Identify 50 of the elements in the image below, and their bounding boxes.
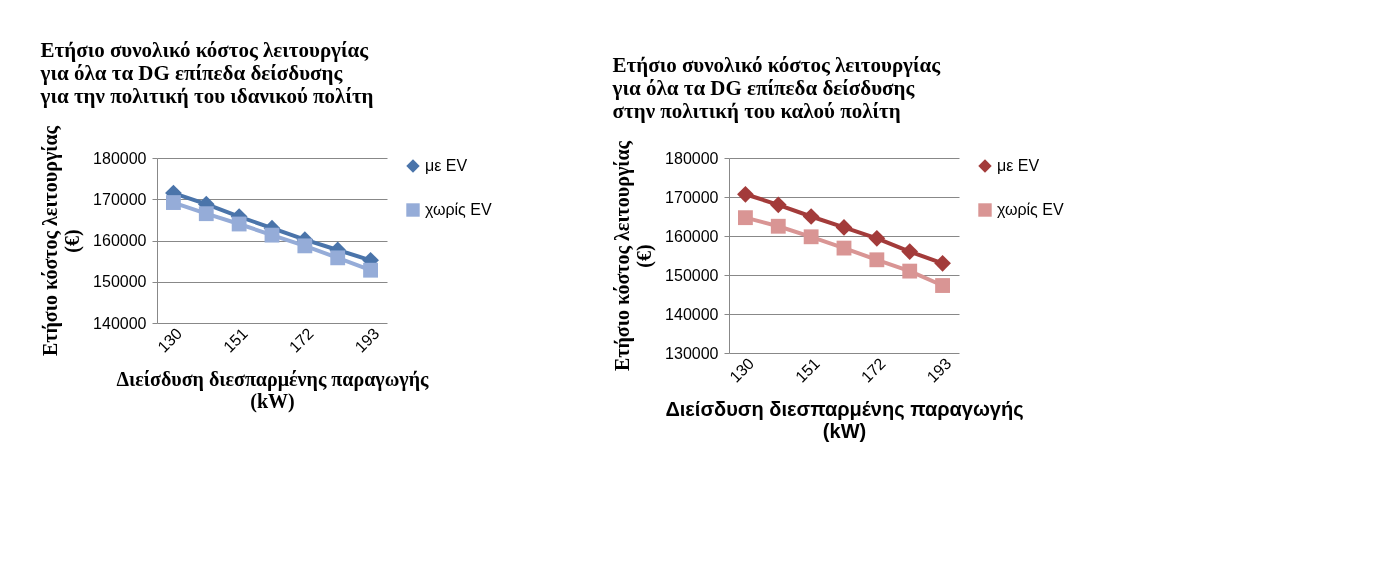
- y-axis-title: Ετήσιο κόστος λειτουργίας (€): [611, 140, 657, 372]
- point: [769, 196, 787, 214]
- y-tick-label: 130000: [665, 344, 719, 362]
- point: [868, 229, 886, 247]
- y-tick-label: 180000: [665, 149, 719, 167]
- point: [802, 208, 820, 225]
- y-tick-label: 150000: [93, 273, 147, 291]
- point: [264, 227, 280, 243]
- legend-label: με EV: [425, 157, 468, 174]
- x-tick-label: 193: [351, 324, 383, 356]
- point: [198, 206, 214, 222]
- x-tick-label: 193: [923, 354, 955, 386]
- point: [836, 240, 852, 256]
- point: [935, 278, 950, 293]
- point: [737, 185, 754, 203]
- y-tick-label: 160000: [665, 227, 719, 245]
- y-tick-label: 140000: [93, 314, 147, 332]
- x-axis-title: Διείσδυση διεσπαρμένης παραγωγής (kW): [665, 397, 1024, 442]
- y-axis-title: Ετήσιο κόστος λειτουργίας (€): [39, 125, 85, 357]
- point: [803, 229, 819, 245]
- point: [901, 243, 919, 260]
- x-tick-label: 130: [726, 354, 758, 386]
- point: [166, 195, 181, 210]
- point: [738, 210, 753, 226]
- y-tick-label: 140000: [665, 305, 719, 323]
- point: [363, 262, 378, 278]
- y-tick-label: 160000: [93, 232, 147, 249]
- x-tick-label: 172: [285, 324, 317, 356]
- y-tick-label: 170000: [665, 188, 719, 206]
- point: [770, 218, 786, 234]
- point: [330, 250, 346, 266]
- x-axis-title: Διείσδυση διεσπαρμένης παραγωγής (kW): [116, 367, 430, 413]
- legend-label: με EV: [997, 157, 1040, 174]
- point: [231, 216, 247, 232]
- x-tick-label: 172: [857, 354, 889, 386]
- point: [934, 254, 951, 272]
- y-tick-label: 170000: [93, 190, 147, 208]
- point: [835, 219, 853, 236]
- point: [297, 238, 313, 254]
- y-tick-label: 180000: [93, 149, 147, 167]
- y-tick-label: 150000: [665, 266, 719, 284]
- x-tick-label: 151: [220, 324, 252, 356]
- legend-label: χωρίς EV: [997, 201, 1064, 218]
- chart-title: Ετήσιο συνολικό κόστος λειτουργίας για όλα τα DG επίπεδα δείσδυσης για την πολιτική του ιδανικού πολίτη: [39, 38, 374, 109]
- legend-label: χωρίς EV: [425, 201, 492, 218]
- point: [869, 252, 885, 268]
- x-tick-label: 130: [154, 324, 186, 356]
- chart-title: Ετήσιο συνολικό κόστος λειτουργίας για όλα τα DG επίπεδα δείσδυσης στην πολιτική του καλού πολίτη: [611, 53, 942, 124]
- x-tick-label: 151: [792, 354, 824, 386]
- point: [902, 263, 918, 279]
